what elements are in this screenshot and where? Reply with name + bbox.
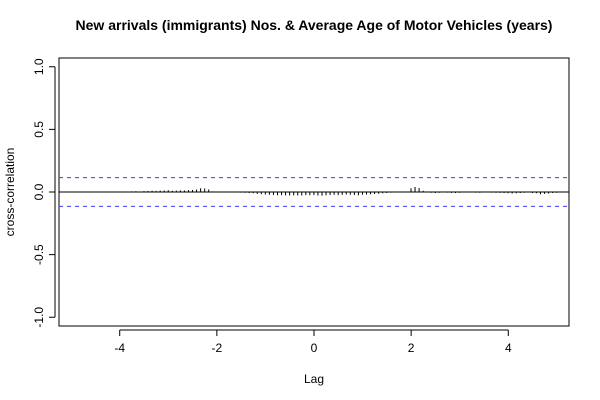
y-axis-label: cross-correlation [3,148,17,237]
y-tick-label: -0.5 [32,244,46,265]
y-tick-label: -1.0 [32,307,46,328]
confidence-bounds [59,177,569,207]
x-tick-label: 2 [408,341,415,355]
y-tick-label: 0.5 [32,121,46,138]
x-axis-label: Lag [304,372,324,386]
x-tick-label: 0 [311,341,318,355]
correlation-bars [74,186,558,196]
x-tick-label: 4 [505,341,512,355]
y-tick-label: 0.0 [32,183,46,200]
x-axis: -4 -2 0 2 4 [114,329,512,355]
x-tick-label: -4 [114,341,125,355]
x-tick-label: -2 [212,341,223,355]
chart-title: New arrivals (immigrants) Nos. & Average… [76,17,553,33]
y-axis: -1.0 -0.5 0.0 0.5 1.0 [32,58,56,328]
y-tick-label: 1.0 [32,58,46,75]
